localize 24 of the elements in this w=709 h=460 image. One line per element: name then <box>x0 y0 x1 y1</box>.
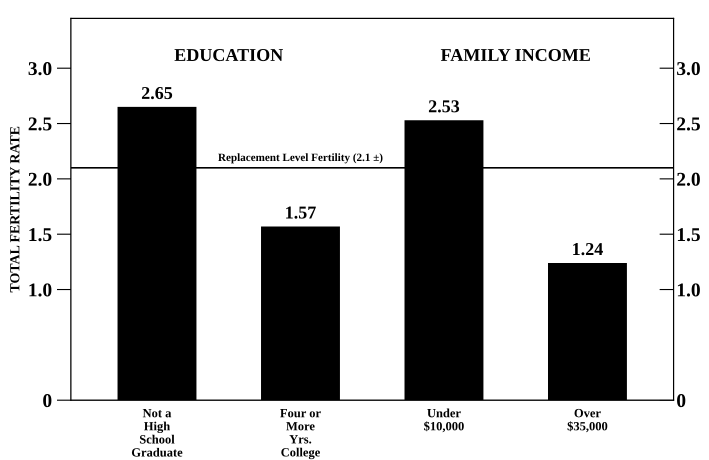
data-label: 2.65 <box>142 86 172 100</box>
y-tick-label: 3.0 <box>28 62 52 76</box>
y-tick-label: 2.5 <box>28 117 52 131</box>
y-tick-label: 0 <box>43 394 52 408</box>
y2-tick-label: 0 <box>677 394 686 408</box>
annotation: EDUCATION <box>174 48 284 62</box>
data-label: 1.57 <box>286 206 316 219</box>
x-tick-label: Under $10,000 <box>424 408 464 432</box>
annotation: FAMILY INCOME <box>440 48 590 62</box>
data-label: 1.24 <box>573 243 603 256</box>
y2-tick-label: 2.5 <box>677 117 700 131</box>
x-tick-label: Not a High School Graduate <box>132 409 182 457</box>
y-tick-label: 1.0 <box>29 283 52 297</box>
x-tick-label: Over $35,000 <box>568 408 608 432</box>
y2-tick-label: 3.0 <box>677 62 700 76</box>
y2-tick-label: 2.0 <box>677 172 700 186</box>
y2-tick-label: 1.5 <box>678 228 700 242</box>
ref-line-label: Replacement Level Fertility (2.1 ±) <box>218 153 382 164</box>
y-tick-label: 1.5 <box>29 228 52 242</box>
y-axis-title: TOTAL FERTILITY RATE <box>10 126 20 292</box>
y2-tick-label: 1.0 <box>678 283 700 297</box>
y-tick-label: 2.0 <box>28 172 52 186</box>
data-label: 2.53 <box>428 100 460 112</box>
x-tick-label: Four or More Yrs. College <box>280 409 321 460</box>
